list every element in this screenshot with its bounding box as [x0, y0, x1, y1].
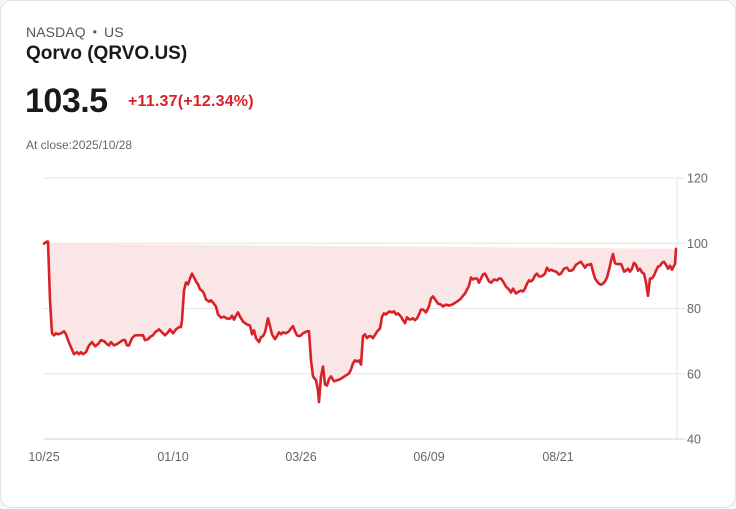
price-area-fill [44, 241, 676, 403]
x-axis: 10/25 01/10 03/26 06/09 08/21 [28, 450, 573, 464]
x-tick-label: 03/26 [285, 450, 316, 464]
x-tick-label: 10/25 [28, 450, 59, 464]
exchange-line: NASDAQ • US [26, 24, 124, 40]
y-tick-label: 120 [687, 172, 708, 186]
y-axis: 120 100 80 60 40 [687, 172, 708, 447]
x-tick-label: 08/21 [542, 450, 573, 464]
y-tick-label: 80 [687, 302, 701, 316]
close-date: At close:2025/10/28 [26, 138, 133, 152]
y-tick-label: 40 [687, 433, 701, 447]
separator-dot: • [92, 25, 98, 39]
y-tick-label: 60 [687, 367, 701, 381]
y-tick-label: 100 [687, 237, 708, 251]
stock-title: Qorvo (QRVO.US) [26, 43, 188, 64]
price-change: +11.37(+12.34%) [128, 93, 254, 110]
region: US [104, 24, 124, 40]
current-price: 103.5 [25, 82, 108, 120]
x-tick-label: 01/10 [157, 450, 188, 464]
exchange-name: NASDAQ [26, 24, 86, 40]
x-tick-label: 06/09 [413, 450, 444, 464]
price-line[interactable] [42, 240, 678, 404]
